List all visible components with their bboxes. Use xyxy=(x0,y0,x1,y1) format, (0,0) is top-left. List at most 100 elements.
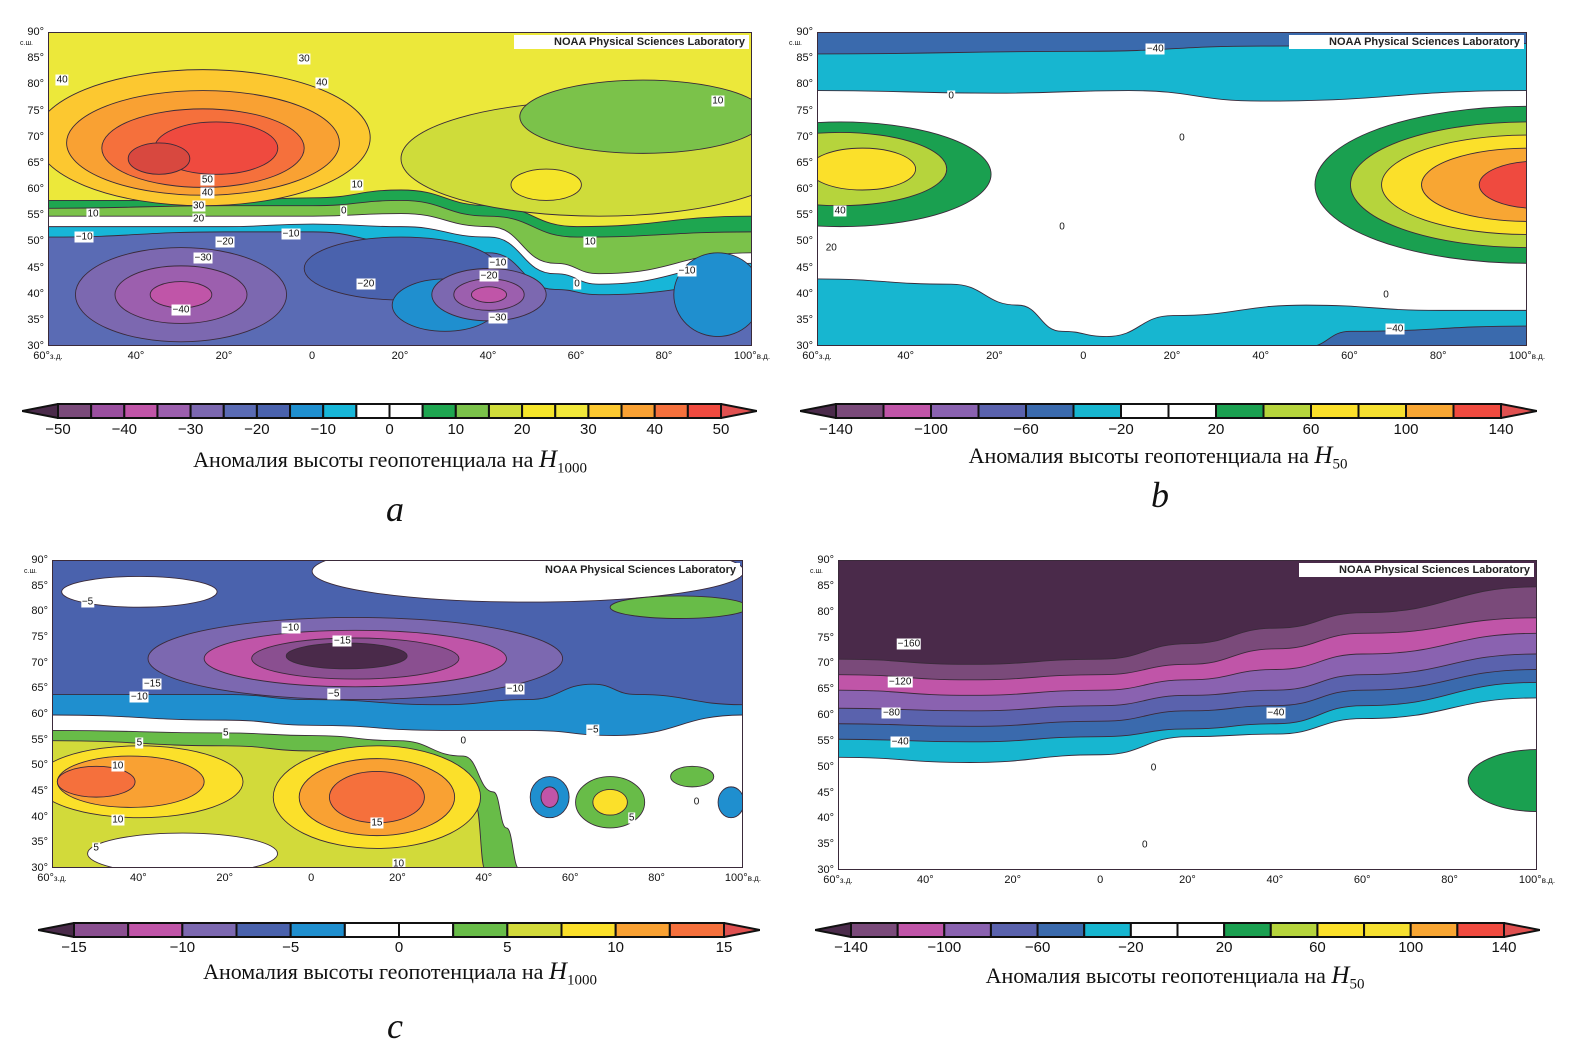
colorbar-box xyxy=(653,403,689,419)
lat-tick-label: 55° xyxy=(796,209,813,222)
colorbar-box xyxy=(560,922,617,938)
colorbar-box xyxy=(668,922,725,938)
lat-tick-label: 35° xyxy=(31,836,48,849)
colorbar-box xyxy=(1025,403,1075,419)
colorbar-box xyxy=(506,922,563,938)
lat-tick-label: 60° xyxy=(796,183,813,195)
panel-letter: a xyxy=(386,489,404,529)
contour-label: 0 xyxy=(1149,762,1158,774)
contour-label: −40 xyxy=(1266,707,1286,719)
colorbar-tick-label: 5 xyxy=(503,939,512,956)
colorbar-box xyxy=(454,403,490,419)
colorbar-over-arrow xyxy=(1503,922,1540,938)
lat-tick-label: 45° xyxy=(31,785,48,797)
colorbar-box xyxy=(57,403,93,419)
colorbar-box xyxy=(1083,922,1132,938)
map-panel-d: NOAA Physical Sciences Laboratory −160 −12… xyxy=(838,560,1537,870)
lat-tick-label: 85° xyxy=(31,579,48,592)
colorbar-tick-label: −140 xyxy=(834,939,868,956)
lat-tick-label: 65° xyxy=(27,156,44,169)
caption-level: 50 xyxy=(1332,456,1348,473)
anomaly-cell xyxy=(510,168,582,201)
colorbar-tick-label: 60 xyxy=(1302,421,1320,438)
contour-label: −10 xyxy=(129,691,149,703)
anomaly-cell xyxy=(818,147,917,191)
lat-tick-label: 90° xyxy=(31,554,48,566)
contour-label: −10 xyxy=(281,228,301,240)
colorbar-tick-label: 140 xyxy=(1488,421,1514,438)
lon-tick-label: 40° xyxy=(917,874,934,886)
colorbar-box xyxy=(835,403,885,419)
anomaly-field xyxy=(818,33,1526,345)
lat-tick-label: 90° xyxy=(796,26,813,38)
lat-tick-label: 80° xyxy=(817,605,834,618)
watermark-label: NOAA Physical Sciences Laboratory xyxy=(1299,563,1534,577)
colorbar-tick-label: −20 xyxy=(244,421,270,438)
colorbar-box xyxy=(355,403,391,419)
anomaly-cell xyxy=(127,142,191,175)
colorbar-tick-label: 100 xyxy=(1398,939,1424,956)
lon-tick-label: 60° xyxy=(1353,874,1371,886)
colorbar-box xyxy=(73,922,130,938)
west-suffix: з.д. xyxy=(818,352,832,361)
lat-tick-label: 90° xyxy=(817,554,834,566)
colorbar-box xyxy=(487,403,524,419)
lat-tick-label: 80° xyxy=(796,78,813,91)
lat-tick-label: 35° xyxy=(27,313,44,326)
colorbar-caption: Аномалия высоты геопотенциала на H50 xyxy=(968,442,1348,473)
lon-tick-label: 40° xyxy=(475,872,493,884)
colorbar-box xyxy=(1409,922,1459,938)
contour-label: 10 xyxy=(350,179,364,191)
colorbar-box xyxy=(943,922,992,938)
colorbar-box xyxy=(1167,403,1217,419)
lat-tick-label: 40° xyxy=(31,810,48,823)
contour-label: 15 xyxy=(370,817,384,829)
colorbar-tick-label: 20 xyxy=(1207,421,1225,438)
contour-label: 20 xyxy=(824,242,838,254)
lat-unit-label: с.ш. xyxy=(789,40,803,47)
lon-tick-label: 100°в.д. xyxy=(733,350,771,362)
colorbar-box xyxy=(587,403,623,419)
lon-tick-label: 20° xyxy=(1004,874,1022,886)
colorbar-box xyxy=(977,403,1027,419)
colorbar-box xyxy=(123,403,159,419)
lon-tick-label: 100°в.д. xyxy=(724,872,762,884)
anomaly-field xyxy=(49,33,751,345)
colorbar-tick-label: 10 xyxy=(447,421,465,438)
lat-tick-label: 55° xyxy=(27,209,44,222)
lat-tick-label: 40° xyxy=(817,812,834,825)
anomaly-cell xyxy=(717,786,742,819)
colorbar-box xyxy=(322,403,358,419)
lon-tick-label: 40° xyxy=(1266,874,1284,886)
contour-label: −20 xyxy=(215,236,235,248)
map-panel-a: NOAA Physical Sciences Laboratory 30 40 40 1… xyxy=(48,32,752,346)
contour-label: 50 xyxy=(200,174,214,186)
colorbar-box xyxy=(1310,403,1360,419)
anomaly-field xyxy=(839,561,1536,869)
lat-unit-label: с.ш. xyxy=(810,568,824,575)
contour-label: −40 xyxy=(890,736,910,748)
caption-variable: H xyxy=(538,446,557,473)
colorbar-box xyxy=(882,403,932,419)
lat-tick-label: 50° xyxy=(27,235,44,248)
colorbar-box xyxy=(1215,403,1265,419)
contour-label: 10 xyxy=(86,208,100,220)
contour-label: 5 xyxy=(135,737,144,749)
contour-label: 0 xyxy=(1058,221,1066,233)
contour-label: 40 xyxy=(833,205,847,217)
contour-label: −40 xyxy=(1385,323,1405,335)
watermark-label: NOAA Physical Sciences Laboratory xyxy=(505,563,740,577)
colorbar-graphic xyxy=(800,403,1537,419)
lon-tick-label: 20° xyxy=(215,350,233,362)
colorbar-box xyxy=(181,922,238,938)
west-suffix: з.д. xyxy=(53,874,67,883)
lon-tick-label: 100°в.д. xyxy=(1508,350,1546,362)
colorbar-tick-label: −15 xyxy=(61,939,87,956)
contour-label: 0 xyxy=(1382,289,1390,301)
lat-tick-label: 50° xyxy=(796,235,813,248)
contour-band xyxy=(839,697,1536,869)
colorbar-box xyxy=(1223,922,1272,938)
lat-tick-label: 65° xyxy=(796,156,813,169)
colorbar-box xyxy=(289,922,346,938)
colorbar-box xyxy=(421,403,457,419)
